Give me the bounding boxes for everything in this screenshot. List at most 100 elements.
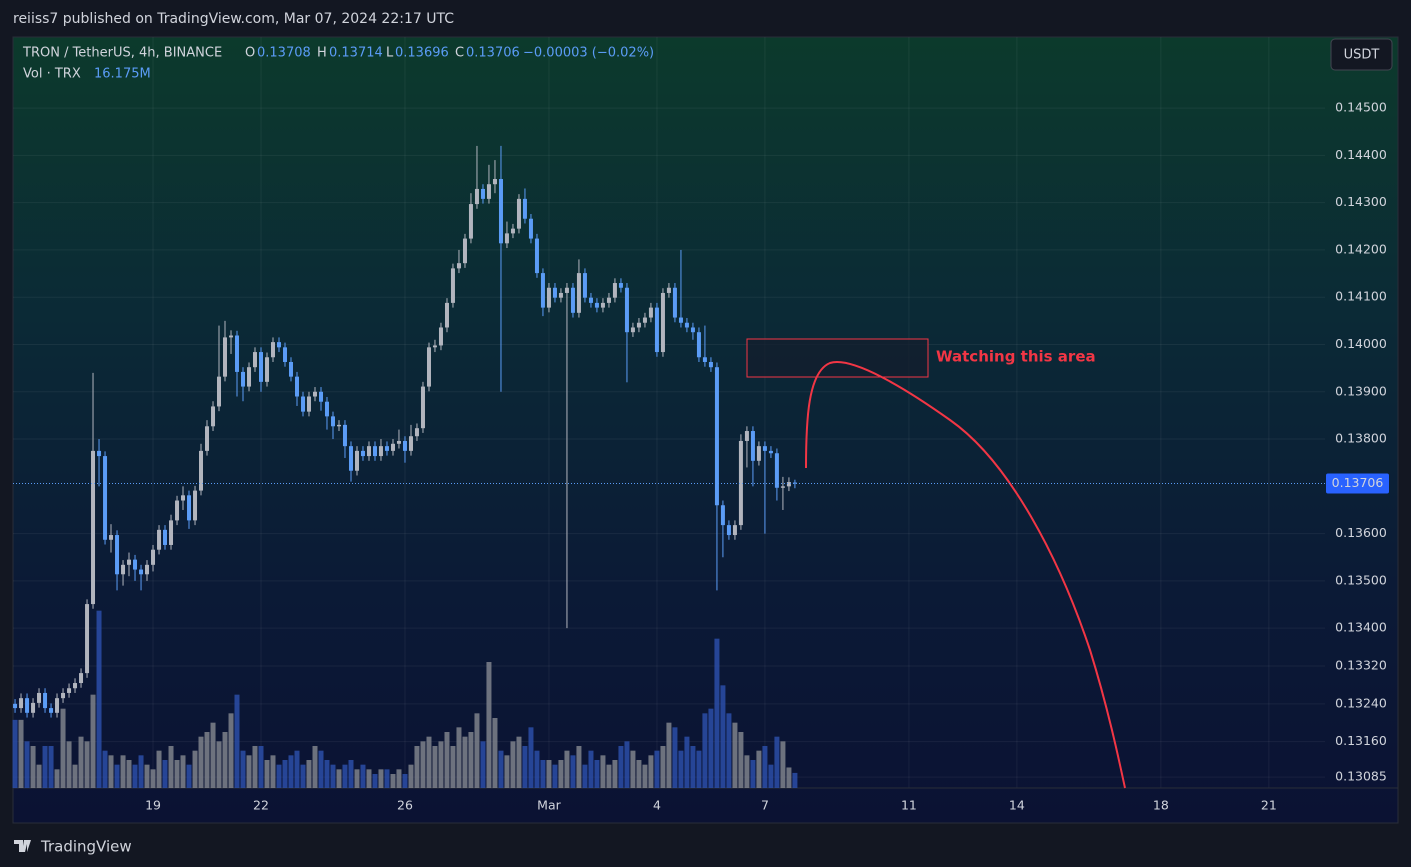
volume-bar <box>486 662 492 788</box>
volume-bar <box>396 769 402 788</box>
candle-body <box>540 273 545 308</box>
candle-body <box>432 345 437 348</box>
candle-body <box>528 218 533 239</box>
volume-bar <box>120 755 126 788</box>
volume-bar <box>18 719 24 788</box>
candle-body <box>582 273 587 298</box>
h-label: H <box>317 46 327 61</box>
x-tick-label: Mar <box>537 798 561 813</box>
volume-bar <box>72 764 78 788</box>
candle-body <box>330 416 335 427</box>
candle-body <box>211 406 216 427</box>
candle-body <box>720 505 725 526</box>
volume-bar <box>84 741 90 788</box>
currency[interactable]: USDT <box>1344 48 1380 63</box>
annotation: Watching this area <box>936 348 1096 366</box>
volume-bar <box>144 764 150 788</box>
candle-body <box>690 327 695 333</box>
footer: TradingView <box>40 838 132 856</box>
volume-bar <box>384 769 390 788</box>
logo-mark <box>14 840 31 852</box>
volume-bar <box>696 750 702 788</box>
currency-button[interactable] <box>1330 38 1393 71</box>
volume-bar <box>468 732 474 788</box>
volume-bar <box>636 760 642 788</box>
candle-body <box>73 683 78 689</box>
header: reiiss7 published on TradingView.com, Ma… <box>13 11 454 27</box>
last-price-label: 0.13706 <box>1332 475 1384 490</box>
volume-bar <box>546 760 552 788</box>
candle-body <box>366 446 371 457</box>
candle-body <box>43 692 48 709</box>
x-tick-label: 7 <box>761 798 769 813</box>
candle-body <box>714 367 719 506</box>
candle-body <box>294 376 299 397</box>
volume-bar <box>588 750 594 788</box>
candle-body <box>25 698 30 713</box>
candle-body <box>498 179 503 244</box>
candle-body <box>612 283 617 298</box>
candle-body <box>324 401 329 417</box>
volume-bar <box>372 774 378 788</box>
volume-bar <box>240 750 246 788</box>
volume-bar <box>570 755 576 788</box>
volume-bar <box>456 727 462 788</box>
candle-body <box>175 500 180 521</box>
volume-bar <box>270 755 276 788</box>
volume-bar <box>786 767 792 788</box>
candle-body <box>133 559 138 570</box>
volume-bar <box>642 764 648 788</box>
candle-body <box>259 352 264 382</box>
volume-bar <box>576 746 582 788</box>
candle-body <box>462 238 467 264</box>
o-label: O <box>245 46 255 61</box>
volume-bar <box>138 755 144 788</box>
candle-body <box>576 273 581 313</box>
candle-body <box>97 450 102 457</box>
candle-body <box>37 692 42 703</box>
volume-bar <box>222 732 228 788</box>
volume-bar <box>552 764 558 788</box>
volume-bar <box>276 764 282 788</box>
candle-body <box>696 332 701 358</box>
volume-bar <box>630 750 636 788</box>
volume-bar <box>720 685 726 788</box>
candle-body <box>732 525 737 536</box>
x-tick-label: 21 <box>1261 798 1277 813</box>
volume-bar <box>672 727 678 788</box>
volume-bar <box>180 755 186 788</box>
change: −0.00003 (−0.02%) <box>523 46 654 61</box>
y-tick-label: 0.14300 <box>1335 194 1387 209</box>
candle-body <box>342 424 347 447</box>
volume-bar <box>288 755 294 788</box>
candle-body <box>642 317 647 323</box>
candle-body <box>480 188 485 199</box>
volume-bar <box>66 741 72 788</box>
volume-bar <box>732 722 738 788</box>
volume-bar <box>324 760 330 788</box>
volume-bar <box>774 736 780 788</box>
y-tick-label: 0.14100 <box>1335 289 1387 304</box>
candle-body <box>85 604 90 674</box>
volume-bar <box>606 764 612 788</box>
volume-bar <box>258 746 264 788</box>
y-tick-label: 0.13900 <box>1335 383 1387 398</box>
candle-body <box>61 692 66 699</box>
candle-body <box>426 347 431 387</box>
candle-body <box>492 179 497 185</box>
candle-body <box>252 352 257 368</box>
x-tick-label: 19 <box>145 798 161 813</box>
volume-bar <box>702 713 708 788</box>
candle-body <box>198 450 203 491</box>
volume <box>12 610 798 788</box>
volume-bar <box>198 736 204 788</box>
candle-body <box>241 371 246 387</box>
candle-body <box>265 357 270 382</box>
volume-bar <box>336 769 342 788</box>
volume-bar <box>432 746 438 788</box>
volume-bar <box>480 741 486 788</box>
volume-bar <box>504 755 510 788</box>
volume-bar <box>228 713 234 788</box>
candle-body <box>301 396 306 412</box>
volume-bar <box>408 764 414 788</box>
